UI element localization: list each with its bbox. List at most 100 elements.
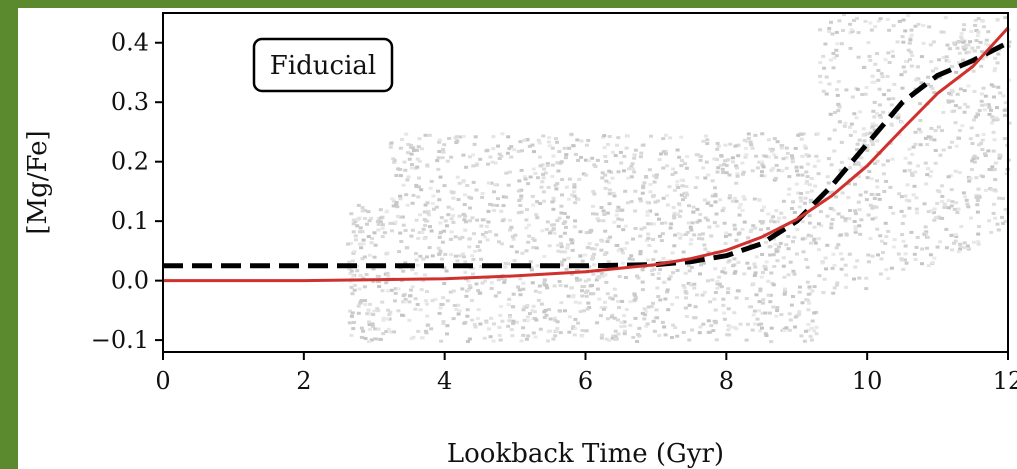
scatter-point bbox=[501, 195, 506, 199]
scatter-point bbox=[386, 275, 391, 279]
scatter-point bbox=[551, 207, 556, 211]
scatter-point bbox=[772, 137, 777, 141]
scatter-point bbox=[397, 250, 402, 254]
scatter-point bbox=[361, 238, 366, 242]
scatter-point bbox=[752, 197, 757, 201]
scatter-point bbox=[486, 209, 491, 213]
scatter-point bbox=[533, 172, 538, 175]
scatter-point bbox=[348, 309, 352, 313]
y-tick-label: 0.1 bbox=[111, 207, 149, 235]
scatter-point bbox=[871, 109, 876, 113]
scatter-point bbox=[593, 165, 598, 169]
scatter-point bbox=[607, 338, 612, 342]
scatter-point bbox=[559, 242, 563, 246]
scatter-point bbox=[786, 192, 791, 196]
scatter-point bbox=[941, 56, 946, 59]
scatter-point bbox=[961, 58, 965, 62]
scatter-point bbox=[396, 309, 401, 313]
scatter-point bbox=[769, 168, 774, 172]
scatter-point bbox=[573, 219, 578, 223]
scatter-point bbox=[482, 336, 487, 340]
scatter-point bbox=[870, 254, 875, 258]
scatter-point bbox=[971, 156, 976, 160]
scatter-point bbox=[489, 316, 494, 320]
scatter-point bbox=[973, 23, 978, 27]
scatter-point bbox=[376, 228, 381, 232]
scatter-point bbox=[594, 278, 599, 282]
scatter-point bbox=[601, 307, 606, 311]
scatter-point bbox=[496, 278, 501, 282]
scatter-point bbox=[806, 323, 811, 326]
scatter-point bbox=[839, 140, 844, 144]
scatter-point bbox=[947, 206, 951, 210]
scatter-point bbox=[829, 222, 834, 226]
scatter-point bbox=[619, 325, 624, 329]
scatter-point bbox=[578, 254, 583, 258]
scatter-point bbox=[903, 244, 908, 248]
scatter-point bbox=[903, 70, 907, 74]
scatter-point bbox=[732, 257, 737, 261]
scatter-point bbox=[665, 290, 669, 294]
scatter-point bbox=[925, 235, 930, 239]
scatter-point bbox=[407, 300, 412, 304]
scatter-point bbox=[506, 303, 511, 307]
scatter-point bbox=[726, 307, 731, 311]
scatter-point bbox=[606, 260, 611, 264]
scatter-point bbox=[532, 150, 536, 154]
scatter-point bbox=[973, 18, 978, 22]
scatter-point bbox=[899, 209, 904, 213]
scatter-point bbox=[991, 118, 996, 122]
scatter-point bbox=[991, 130, 996, 134]
scatter-point bbox=[539, 185, 544, 189]
scatter-point bbox=[553, 183, 558, 187]
scatter-point bbox=[903, 29, 908, 33]
scatter-point bbox=[557, 280, 562, 283]
scatter-point bbox=[981, 86, 986, 90]
scatter-point bbox=[638, 252, 643, 256]
scatter-point bbox=[839, 42, 844, 46]
scatter-point bbox=[752, 309, 757, 313]
scatter-point bbox=[899, 195, 904, 199]
scatter-point bbox=[810, 289, 815, 293]
scatter-point bbox=[884, 235, 889, 239]
scatter-point bbox=[888, 206, 893, 209]
scatter-point bbox=[605, 292, 610, 296]
scatter-point bbox=[414, 252, 418, 256]
scatter-point bbox=[780, 169, 785, 173]
scatter-point bbox=[380, 289, 385, 293]
scatter-point bbox=[900, 86, 905, 90]
scatter-point bbox=[371, 313, 376, 316]
scatter-point bbox=[410, 201, 415, 205]
scatter-point bbox=[632, 156, 637, 160]
scatter-point bbox=[396, 214, 400, 218]
scatter-point bbox=[388, 145, 393, 149]
scatter-point bbox=[604, 179, 609, 183]
scatter-point bbox=[991, 211, 996, 215]
scatter-point bbox=[732, 311, 737, 315]
scatter-point bbox=[504, 171, 509, 175]
scatter-point bbox=[995, 118, 1000, 122]
scatter-point bbox=[429, 179, 434, 183]
scatter-point bbox=[622, 332, 627, 336]
scatter-point bbox=[602, 253, 607, 256]
scatter-point bbox=[774, 163, 779, 167]
scatter-point bbox=[929, 209, 934, 213]
scatter-point bbox=[961, 40, 966, 44]
scatter-point bbox=[766, 138, 771, 142]
scatter-point bbox=[606, 143, 610, 146]
scatter-point bbox=[389, 288, 394, 292]
scatter-point bbox=[771, 253, 776, 257]
scatter-point bbox=[829, 226, 834, 230]
scatter-point bbox=[715, 170, 720, 174]
scatter-point bbox=[499, 154, 504, 158]
scatter-point bbox=[942, 202, 947, 206]
scatter-point bbox=[406, 151, 411, 155]
scatter-point bbox=[808, 334, 813, 338]
scatter-point bbox=[615, 143, 619, 147]
scatter-point bbox=[677, 215, 682, 218]
scatter-point bbox=[837, 120, 842, 124]
scatter-point bbox=[720, 270, 725, 274]
scatter-point bbox=[884, 268, 889, 272]
scatter-point bbox=[516, 285, 521, 289]
scatter-point bbox=[662, 281, 666, 284]
